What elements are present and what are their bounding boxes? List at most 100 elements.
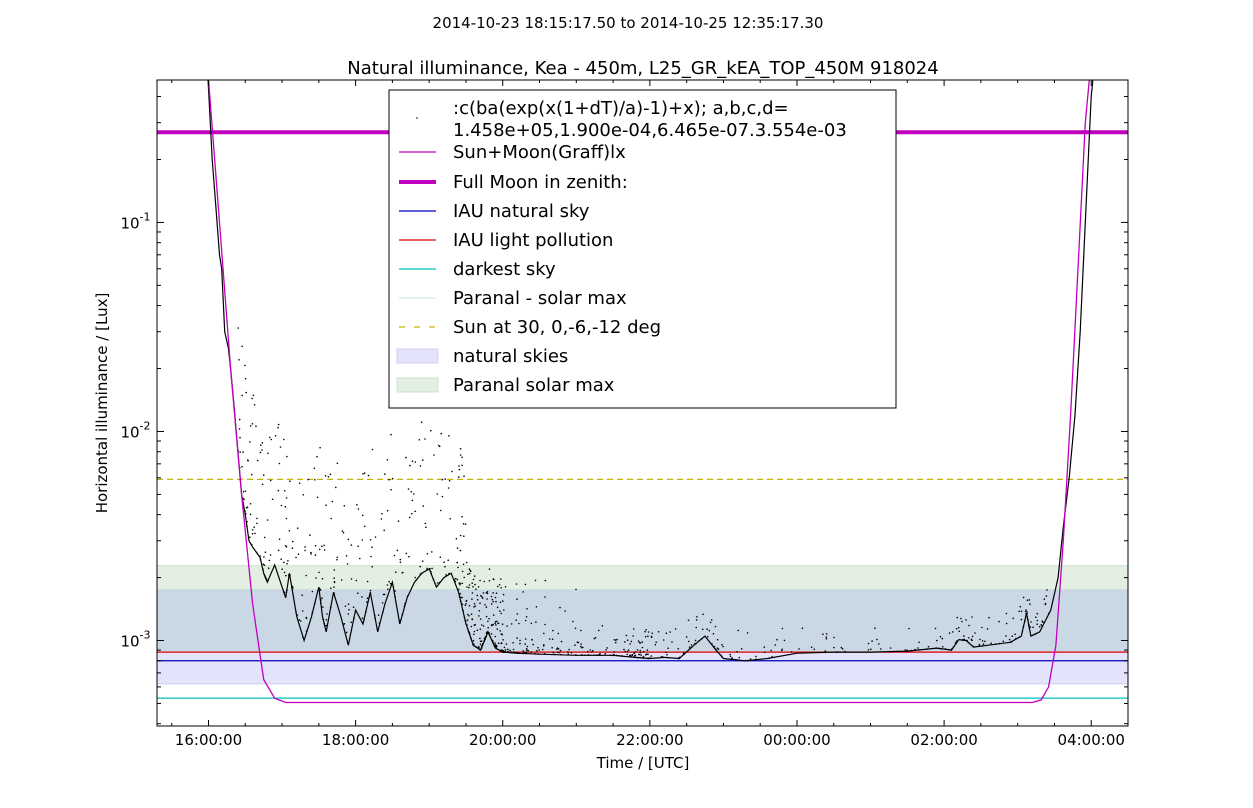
measured-point (314, 554, 317, 556)
measured-point (366, 601, 368, 603)
measured-point (486, 631, 488, 633)
measured-point (329, 473, 332, 476)
measured-point (486, 598, 488, 600)
measured-point (567, 651, 569, 653)
legend-label: IAU natural sky (453, 201, 590, 222)
measured-point (560, 640, 563, 643)
measured-point (461, 464, 463, 467)
measured-point (960, 617, 962, 620)
measured-point (468, 614, 470, 617)
measured-point (311, 590, 314, 593)
measured-point (490, 603, 493, 605)
measured-point (457, 566, 459, 569)
measured-point (867, 649, 870, 651)
measured-point (955, 640, 958, 643)
measured-point (721, 656, 723, 658)
measured-point (834, 651, 837, 653)
measured-point (536, 649, 538, 652)
measured-point (482, 592, 485, 594)
measured-point (589, 654, 592, 657)
measured-point (974, 632, 976, 634)
measured-point (436, 493, 439, 495)
measured-point (464, 523, 467, 526)
measured-point (517, 652, 519, 654)
measured-point (295, 556, 297, 559)
measured-point (522, 652, 524, 655)
measured-point (481, 597, 484, 599)
measured-point (825, 637, 828, 640)
measured-point (370, 555, 372, 558)
measured-point (637, 640, 640, 642)
legend-label: Sun+Moon(Graff)lx (453, 142, 626, 163)
measured-point (530, 622, 533, 625)
measured-point (249, 536, 251, 538)
measured-point (634, 651, 637, 653)
measured-point (1035, 632, 1038, 635)
measured-point (480, 647, 483, 649)
measured-point (409, 464, 411, 467)
measured-point (356, 504, 358, 506)
measured-point (716, 651, 719, 653)
measured-point (1002, 640, 1005, 643)
measured-point (501, 623, 504, 625)
y-tick-label: 10 (120, 423, 139, 441)
measured-point (245, 391, 247, 394)
measured-point (579, 645, 582, 648)
measured-point (255, 425, 257, 428)
measured-point (551, 646, 553, 649)
measured-point (494, 622, 496, 625)
measured-point (277, 549, 280, 552)
measured-point (494, 596, 497, 599)
measured-point (560, 653, 562, 656)
measured-point (657, 631, 660, 633)
measured-point (496, 606, 499, 609)
measured-point (955, 628, 958, 630)
measured-point (824, 651, 826, 654)
measured-point (419, 465, 422, 467)
measured-point (502, 639, 504, 641)
measured-point (714, 625, 717, 628)
measured-point (500, 578, 502, 580)
measured-point (598, 629, 600, 632)
measured-point (952, 631, 954, 633)
measured-point (347, 613, 350, 615)
measured-point (575, 588, 577, 591)
measured-point (748, 659, 750, 662)
measured-point (755, 655, 757, 658)
measured-point (492, 578, 495, 580)
measured-point (690, 646, 693, 649)
measured-point (971, 616, 973, 618)
measured-point (485, 591, 488, 594)
measured-point (266, 519, 269, 521)
measured-point (470, 613, 473, 615)
measured-point (646, 649, 649, 651)
measured-point (256, 522, 258, 525)
measured-point (1044, 602, 1047, 605)
measured-point (1021, 630, 1024, 633)
measured-point (241, 394, 243, 397)
measured-point (291, 547, 294, 549)
measured-point (544, 596, 546, 598)
measured-point (473, 643, 475, 645)
measured-point (461, 570, 464, 573)
measured-point (459, 600, 462, 602)
measured-point (284, 490, 286, 492)
measured-point (401, 613, 404, 616)
measured-point (957, 626, 960, 629)
measured-point (249, 425, 252, 427)
legend-label: IAU light pollution (453, 230, 613, 251)
measured-point (683, 653, 685, 656)
measured-point (500, 612, 503, 615)
measured-point (632, 628, 635, 630)
measured-point (531, 639, 533, 641)
measured-point (483, 640, 486, 643)
measured-point (251, 423, 254, 425)
measured-point (449, 518, 452, 520)
measured-point (250, 473, 253, 476)
measured-point (382, 593, 385, 596)
measured-point (274, 435, 277, 437)
measured-point (768, 657, 771, 659)
measured-point (504, 649, 507, 651)
measured-point (357, 508, 360, 510)
measured-point (259, 451, 262, 454)
